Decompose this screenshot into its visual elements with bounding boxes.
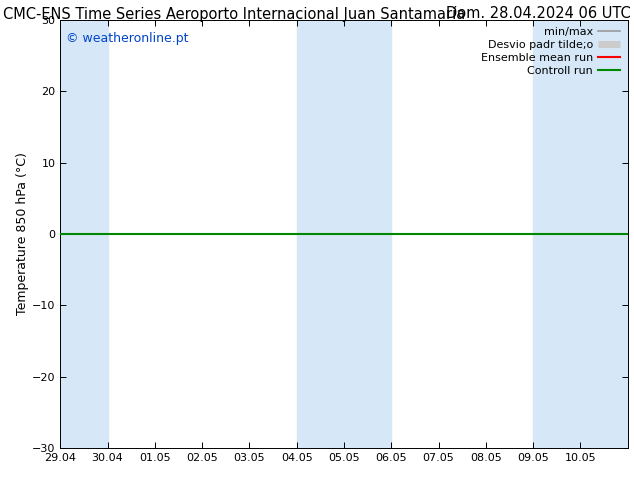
Text: Dom. 28.04.2024 06 UTC: Dom. 28.04.2024 06 UTC [446,6,631,22]
Bar [297,20,391,448]
Text: CMC-ENS Time Series Aeroporto Internacional Juan Santamaría: CMC-ENS Time Series Aeroporto Internacio… [3,6,465,23]
Bar [533,20,628,448]
Legend: min/max, Desvio padr tilde;o, Ensemble mean run, Controll run: min/max, Desvio padr tilde;o, Ensemble m… [477,23,624,80]
Y-axis label: Temperature 850 hPa (°C): Temperature 850 hPa (°C) [16,152,29,316]
Text: © weatheronline.pt: © weatheronline.pt [66,32,188,46]
Bar [60,20,108,448]
